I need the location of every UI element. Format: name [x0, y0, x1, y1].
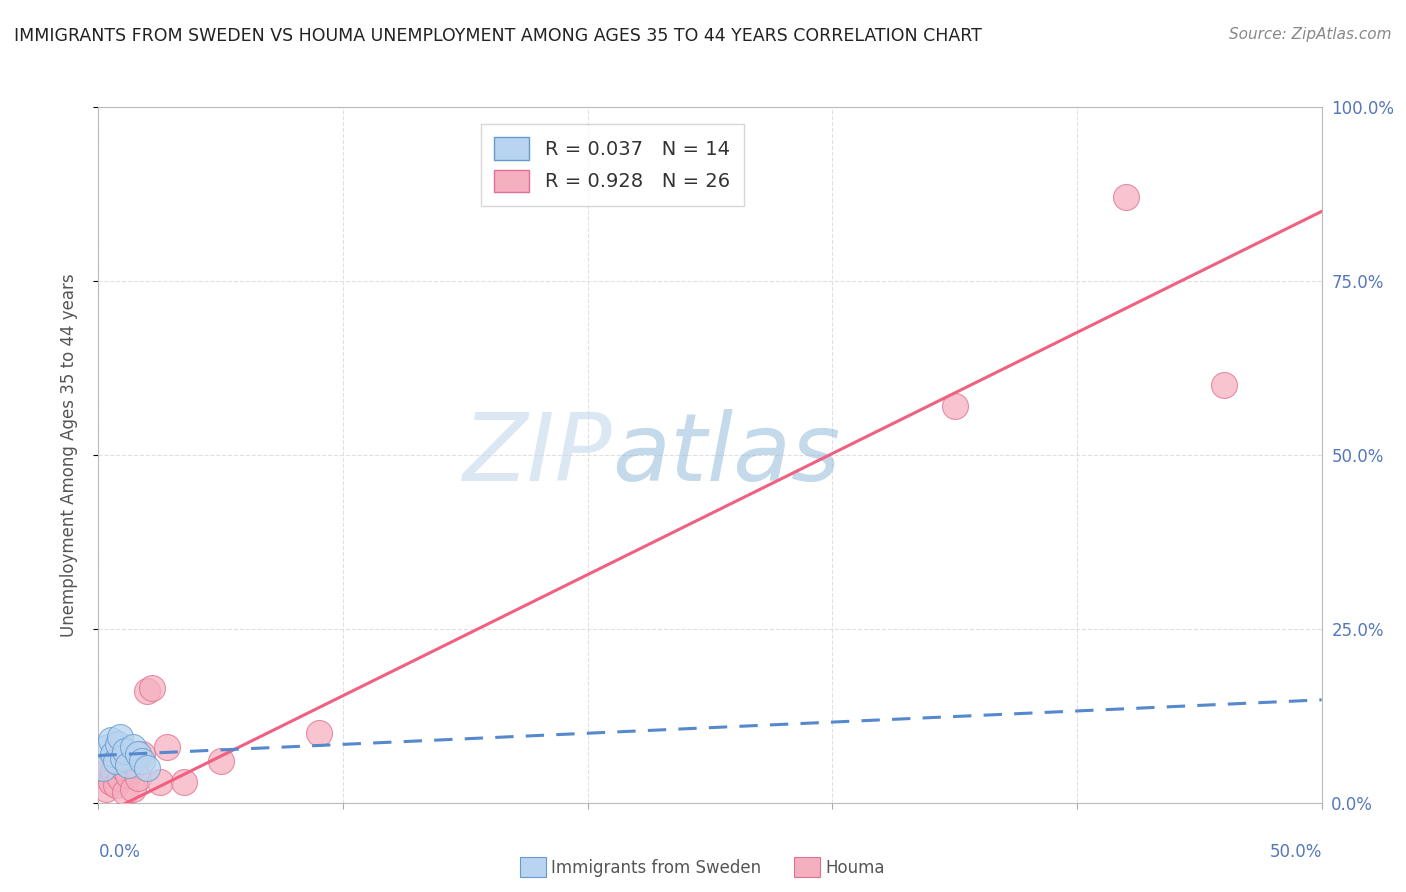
Point [943, 399, 966, 413]
Point [111, 761, 134, 775]
Point [110, 772, 132, 786]
Point [149, 775, 172, 789]
Point [100, 733, 122, 747]
Point [121, 781, 143, 796]
Point [100, 775, 122, 789]
Point [136, 684, 159, 698]
Point [1212, 378, 1234, 392]
Text: Source: ZipAtlas.com: Source: ZipAtlas.com [1229, 27, 1392, 42]
Point [101, 747, 124, 761]
Text: ZIP: ZIP [463, 409, 612, 500]
Point [121, 740, 143, 755]
Point [94, 781, 117, 796]
Point [136, 761, 159, 775]
Point [91, 761, 114, 775]
Point [1115, 190, 1137, 204]
Text: Immigrants from Sweden: Immigrants from Sweden [551, 859, 761, 877]
Point [156, 740, 179, 755]
Point [117, 768, 139, 782]
Point [131, 754, 153, 768]
Legend: R = 0.037   N = 14, R = 0.928   N = 26: R = 0.037 N = 14, R = 0.928 N = 26 [481, 124, 744, 205]
Y-axis label: Unemployment Among Ages 35 to 44 years: Unemployment Among Ages 35 to 44 years [59, 273, 77, 637]
Point [110, 730, 132, 744]
Point [111, 750, 134, 764]
Text: 50.0%: 50.0% [1270, 843, 1322, 861]
Point [308, 726, 330, 740]
Point [91, 768, 114, 782]
Point [124, 757, 146, 772]
Point [209, 754, 232, 768]
Point [131, 747, 153, 761]
Point [114, 744, 136, 758]
Point [114, 785, 136, 799]
Point [173, 775, 195, 789]
Text: atlas: atlas [612, 409, 841, 500]
Text: Houma: Houma [825, 859, 884, 877]
Point [107, 754, 129, 768]
Point [127, 772, 149, 786]
Point [104, 778, 127, 792]
Point [104, 754, 127, 768]
Text: IMMIGRANTS FROM SWEDEN VS HOUMA UNEMPLOYMENT AMONG AGES 35 TO 44 YEARS CORRELATI: IMMIGRANTS FROM SWEDEN VS HOUMA UNEMPLOY… [14, 27, 981, 45]
Point [120, 750, 142, 764]
Point [101, 764, 124, 779]
Point [127, 747, 149, 761]
Point [97, 740, 120, 755]
Point [107, 737, 129, 751]
Point [117, 757, 139, 772]
Point [141, 681, 163, 695]
Text: 0.0%: 0.0% [98, 843, 141, 861]
Point [97, 757, 120, 772]
